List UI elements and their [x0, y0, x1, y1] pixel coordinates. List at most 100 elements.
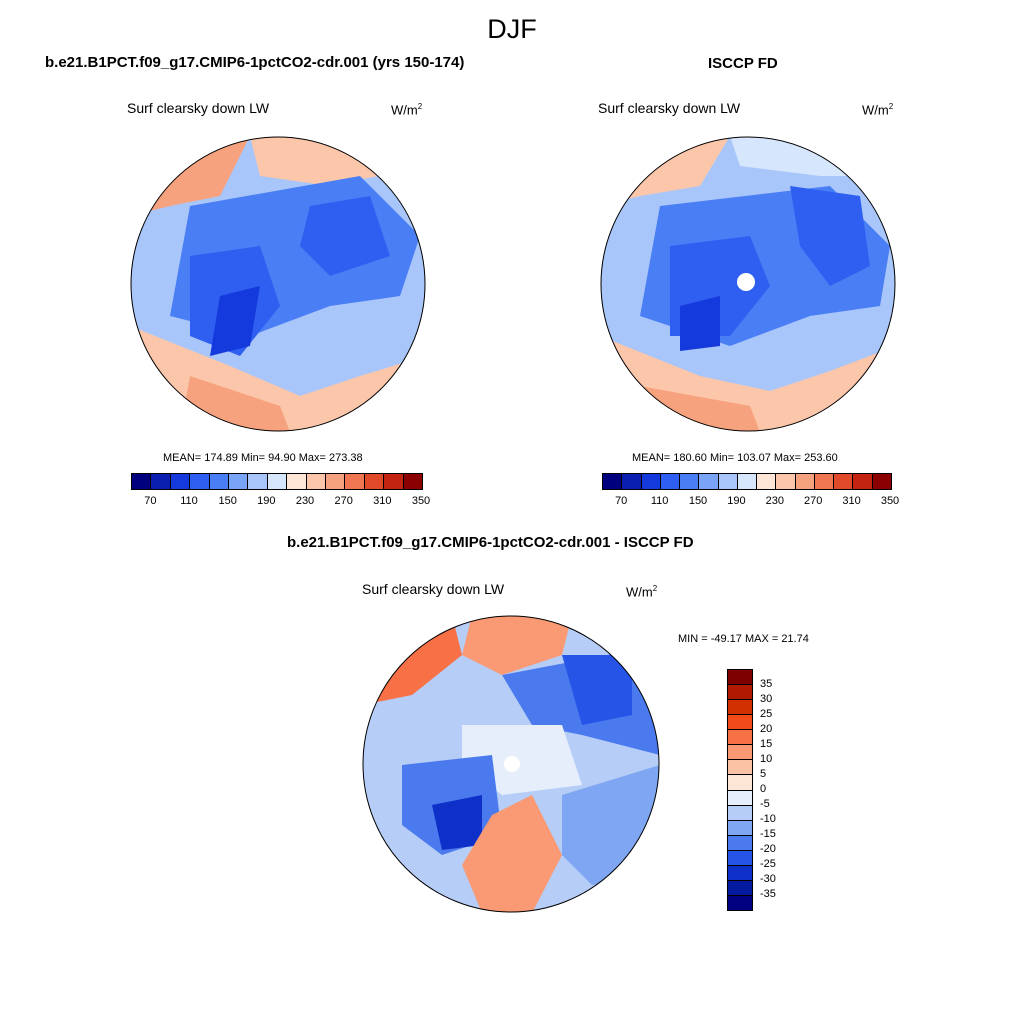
map-fill-greenland: [680, 296, 720, 351]
colorbar-swatch: [737, 474, 758, 489]
colorbar-swatch: [248, 474, 268, 489]
colorbar-tick-label: -25: [760, 858, 776, 870]
colorbar-swatch: [603, 474, 623, 489]
colorbar-swatch: [834, 474, 854, 489]
colorbar-swatch: [728, 805, 752, 821]
map-pole-hole: [737, 273, 755, 291]
colorbar-swatch: [853, 474, 873, 489]
colorbar-tick-label: -20: [760, 843, 776, 855]
colorbar-swatch: [776, 474, 796, 489]
map-pole-hole: [504, 756, 520, 772]
colorbar-tick-label: 30: [760, 693, 773, 705]
colorbar-tick-label: -10: [760, 813, 776, 825]
panel-1-variable: Surf clearsky down LW: [127, 100, 270, 116]
panel-2-units: W/m2: [862, 102, 894, 118]
colorbar-swatch: [728, 670, 752, 686]
colorbar-swatch: [287, 474, 307, 489]
colorbar-tick-label: 230: [295, 495, 315, 507]
colorbar-swatch: [151, 474, 171, 489]
colorbar-swatch: [170, 474, 191, 489]
colorbar-swatch: [728, 760, 752, 776]
colorbar-tick-label: 350: [880, 495, 900, 507]
colorbar-swatch: [728, 880, 752, 896]
colorbar-tick-label: 270: [804, 495, 823, 507]
colorbar-tick-label: 110: [180, 495, 198, 507]
map-fill-greenland: [210, 286, 260, 356]
colorbar-swatch: [190, 474, 210, 489]
colorbar-swatch: [364, 474, 385, 489]
colorbar-tick-label: 5: [760, 768, 767, 780]
panel-1-title: b.e21.B1PCT.f09_g17.CMIP6-1pctCO2-cdr.00…: [45, 54, 465, 71]
panel-1-polar-map: [130, 136, 426, 432]
panel-3-variable: Surf clearsky down LW: [362, 581, 505, 597]
colorbar-tick-label: 190: [257, 495, 276, 507]
panel-1-colorbar-ticks: 70 110 150 190 230 270 310 350: [131, 495, 430, 509]
colorbar-swatch: [641, 474, 661, 489]
panel-2-stats: MEAN= 180.60 Min= 103.07 Max= 253.60: [632, 452, 838, 464]
colorbar-swatch: [728, 850, 752, 866]
map-fill-warm-n: [462, 616, 572, 675]
colorbar-swatch: [267, 474, 288, 489]
map-fill-greenland: [432, 795, 482, 850]
colorbar-swatch: [132, 474, 152, 489]
panel-2-colorbar-ticks: 70 110 150 190 230 270 310 350: [602, 495, 899, 509]
colorbar-swatch: [699, 474, 719, 489]
panel-2-polar-map: [600, 136, 896, 432]
colorbar-tick-label: 350: [411, 495, 431, 507]
panel-3-stats: MIN = -49.17 MAX = 21.74: [678, 633, 809, 645]
panel-2-colorbar: [602, 473, 892, 490]
colorbar-tick-label: -15: [760, 828, 776, 840]
map-outline: [130, 136, 426, 432]
map-fill-cold-siberia: [562, 655, 632, 725]
colorbar-tick-label: 70: [615, 495, 628, 507]
colorbar-swatch: [814, 474, 835, 489]
colorbar-tick-label: 190: [727, 495, 746, 507]
colorbar-swatch: [718, 474, 738, 489]
colorbar-swatch: [757, 474, 777, 489]
colorbar-tick-label: 0: [760, 783, 767, 795]
colorbar-tick-label: 20: [760, 723, 773, 735]
colorbar-tick-label: 35: [760, 678, 773, 690]
colorbar-tick-label: 110: [650, 495, 669, 507]
colorbar-swatch: [872, 474, 891, 489]
map-fill-cold-siberia: [300, 196, 390, 276]
panel-1-stats: MEAN= 174.89 Min= 94.90 Max= 273.38: [163, 452, 363, 464]
colorbar-tick-label: 10: [760, 753, 773, 765]
colorbar-swatch: [728, 790, 752, 806]
colorbar-swatch: [384, 474, 404, 489]
panel-2-title: ISCCP FD: [708, 55, 778, 72]
colorbar-tick-label: 310: [842, 495, 861, 507]
panel-3-polar-map: [362, 615, 660, 913]
season-title: DJF: [487, 14, 537, 44]
colorbar-swatch: [728, 685, 752, 701]
colorbar-swatch: [660, 474, 681, 489]
colorbar-tick-label: 230: [765, 495, 784, 507]
colorbar-swatch: [728, 835, 752, 851]
colorbar-tick-label: 270: [334, 495, 353, 507]
colorbar-swatch: [728, 775, 752, 791]
panel-3-colorbar: [727, 669, 753, 911]
colorbar-swatch: [306, 474, 327, 489]
colorbar-swatch: [728, 700, 752, 716]
colorbar-swatch: [622, 474, 642, 489]
panel-2-variable: Surf clearsky down LW: [598, 100, 741, 116]
colorbar-swatch: [326, 474, 346, 489]
colorbar-swatch: [728, 865, 752, 881]
colorbar-swatch: [345, 474, 365, 489]
colorbar-swatch: [728, 715, 752, 731]
colorbar-tick-label: -35: [760, 888, 776, 900]
colorbar-swatch: [728, 895, 752, 910]
map-fill-warm-atlantic: [462, 795, 562, 912]
colorbar-swatch: [680, 474, 700, 489]
colorbar-tick-label: -30: [760, 873, 776, 885]
colorbar-swatch: [728, 745, 752, 761]
colorbar-swatch: [209, 474, 230, 489]
map-outline: [600, 136, 896, 432]
colorbar-tick-label: 150: [218, 495, 237, 507]
colorbar-swatch: [728, 730, 752, 746]
colorbar-swatch: [795, 474, 815, 489]
map-fill-cold-siberia: [790, 186, 870, 286]
colorbar-tick-label: 70: [144, 495, 157, 507]
colorbar-swatch: [728, 820, 752, 836]
colorbar-swatch: [229, 474, 249, 489]
